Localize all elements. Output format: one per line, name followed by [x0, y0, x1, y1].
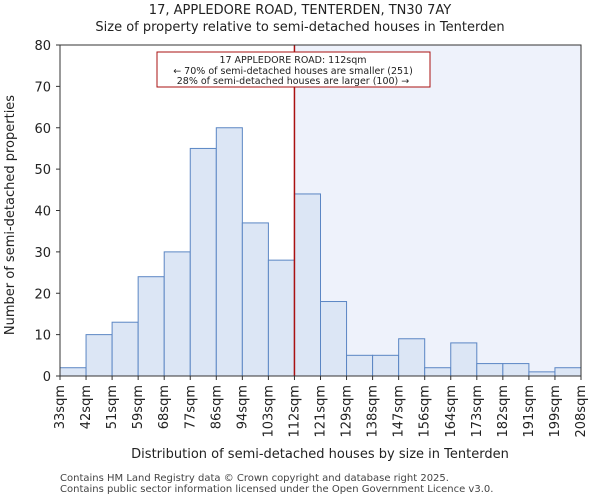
annotation-line-1: 17 APPLEDORE ROAD: 112sqm — [219, 55, 366, 66]
x-tick-label: 68sqm — [157, 385, 172, 429]
x-tick-label: 208sqm — [574, 385, 589, 438]
y-tick-label: 80 — [34, 39, 51, 54]
histogram-bar — [554, 367, 582, 377]
y-tick-label: 50 — [34, 163, 51, 178]
histogram-bar — [189, 147, 217, 377]
histogram-bar — [502, 363, 530, 377]
x-tick-label: 121sqm — [314, 385, 329, 438]
x-tick-label: 138sqm — [366, 385, 381, 438]
annotation-box: 17 APPLEDORE ROAD: 112sqm ← 70% of semi-… — [156, 51, 431, 88]
y-tick-label: 30 — [34, 246, 51, 261]
histogram-bar — [346, 354, 374, 377]
x-tick-label: 147sqm — [392, 385, 407, 438]
y-tick-label: 40 — [34, 205, 51, 220]
histogram-bar — [528, 371, 556, 377]
histogram-bar — [320, 301, 348, 377]
histogram-bar — [267, 259, 295, 377]
x-tick-label: 112sqm — [287, 385, 302, 438]
histogram-bar — [398, 338, 426, 377]
x-axis-label: Distribution of semi-detached houses by … — [131, 447, 509, 462]
histogram-bar — [85, 334, 113, 377]
y-tick-label: 0 — [43, 370, 51, 385]
histogram-bar — [215, 127, 243, 377]
histogram-bar — [476, 363, 504, 377]
footer-copyright: Contains HM Land Registry data © Crown c… — [60, 473, 449, 484]
histogram-bar — [137, 276, 165, 377]
x-tick-label: 129sqm — [340, 385, 355, 438]
footer-licence: Contains public sector information licen… — [60, 484, 494, 495]
x-tick-label: 51sqm — [105, 385, 120, 429]
x-tick-label: 173sqm — [470, 385, 485, 438]
x-tick-label: 33sqm — [53, 385, 68, 429]
x-tick-label: 77sqm — [183, 385, 198, 429]
x-tick-label: 156sqm — [418, 385, 433, 438]
x-tick-label: 59sqm — [131, 385, 146, 429]
annotation-border — [156, 51, 431, 88]
annotation-line-3: 28% of semi-detached houses are larger (… — [177, 76, 410, 87]
y-tick-label: 70 — [34, 80, 51, 95]
x-tick-label: 199sqm — [548, 385, 563, 438]
y-axis-label: Number of semi-detached properties — [3, 95, 18, 335]
histogram-bars — [59, 127, 582, 377]
x-tick-label: 42sqm — [79, 385, 94, 429]
histogram-bar — [111, 321, 139, 377]
x-tick-label: 94sqm — [235, 385, 250, 429]
histogram-bar — [424, 367, 452, 377]
histogram-bar — [293, 193, 322, 377]
x-tick-label: 182sqm — [496, 385, 511, 438]
y-tick-label: 60 — [34, 122, 51, 137]
x-axis-ticks: 33sqm 42sqm 51sqm 59sqm 68sqm 77sqm 86sqm 94sqm… — [53, 376, 589, 438]
y-axis-ticks: 0 10 20 30 40 50 60 70 80 — [34, 39, 60, 385]
annotation-line-2: ← 70% of semi-detached houses are smalle… — [173, 66, 413, 77]
histogram-bar — [450, 342, 478, 377]
y-tick-label: 10 — [34, 329, 51, 344]
histogram-bar — [241, 222, 269, 377]
histogram-bar — [59, 367, 87, 377]
y-tick-label: 20 — [34, 287, 51, 302]
chart-title-address: 17, APPLEDORE ROAD, TENTERDEN, TN30 7AY — [148, 3, 452, 18]
histogram-bar — [163, 251, 191, 377]
histogram-bar — [372, 354, 400, 377]
x-tick-label: 103sqm — [261, 385, 276, 438]
x-tick-label: 191sqm — [522, 385, 537, 438]
chart-title-subtitle: Size of property relative to semi-detach… — [95, 20, 505, 35]
x-tick-label: 164sqm — [444, 385, 459, 438]
x-tick-label: 86sqm — [209, 385, 224, 429]
